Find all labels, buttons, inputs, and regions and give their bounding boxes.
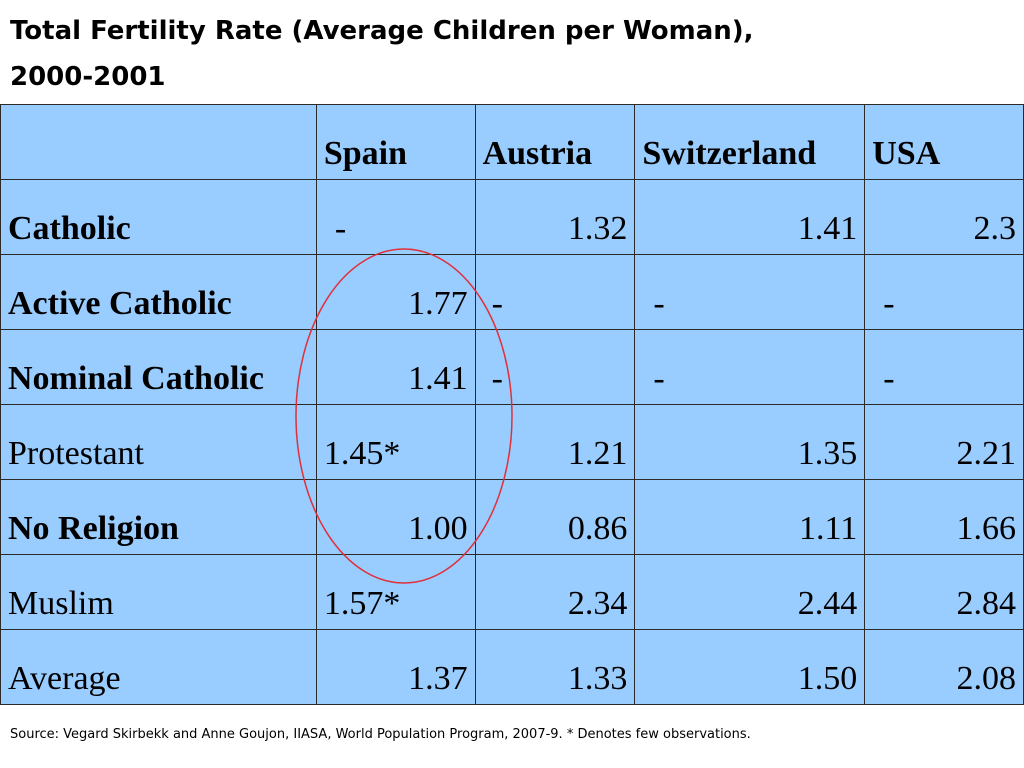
- header-cell-austria: Austria: [474, 104, 636, 180]
- page-title: Total Fertility Rate (Average Children p…: [10, 8, 910, 100]
- table-cell: 2.34: [474, 554, 636, 630]
- table-cell: -: [315, 179, 476, 255]
- table-cell: 1.66: [864, 479, 1024, 555]
- table-cell: 2.84: [864, 554, 1024, 630]
- table-cell: 2.44: [634, 554, 866, 630]
- table-cell: -: [864, 254, 1024, 330]
- header-cell-switzerland: Switzerland: [634, 104, 866, 180]
- table-cell: 1.21: [474, 404, 636, 480]
- row-label: Muslim: [0, 554, 317, 630]
- table-row: Muslim 1.57* 2.34 2.44 2.84: [0, 554, 1024, 630]
- source-note: Source: Vegard Skirbekk and Anne Goujon,…: [10, 727, 751, 742]
- table-cell: -: [474, 329, 636, 405]
- row-label: Average: [0, 629, 317, 705]
- table-row: Average 1.37 1.33 1.50 2.08: [0, 629, 1024, 705]
- row-label: Protestant: [0, 404, 317, 480]
- table-cell: 1.77: [315, 254, 476, 330]
- table-cell: 2.08: [864, 629, 1024, 705]
- header-row: Spain Austria Switzerland USA: [0, 104, 1024, 180]
- table-cell: 1.11: [634, 479, 866, 555]
- table-cell: -: [634, 329, 866, 405]
- table-cell: 1.41: [315, 329, 476, 405]
- table-cell: -: [474, 254, 636, 330]
- fertility-table: Spain Austria Switzerland USA Catholic -…: [0, 104, 1024, 705]
- table-row: Protestant 1.45* 1.21 1.35 2.21: [0, 404, 1024, 480]
- table-row: No Religion 1.00 0.86 1.11 1.66: [0, 479, 1024, 555]
- table-row: Catholic - 1.32 1.41 2.3: [0, 179, 1024, 255]
- header-cell-usa: USA: [864, 104, 1024, 180]
- title-line-2: 2000-2001: [10, 62, 166, 92]
- table-cell: 1.57*: [315, 554, 476, 630]
- table-cell: 1.50: [634, 629, 866, 705]
- table-cell: 1.45*: [315, 404, 476, 480]
- table-cell: 0.86: [474, 479, 636, 555]
- table-cell: 2.21: [864, 404, 1024, 480]
- header-cell-spain: Spain: [315, 104, 476, 180]
- table-row: Active Catholic 1.77 - - -: [0, 254, 1024, 330]
- table-cell: 1.35: [634, 404, 866, 480]
- table-cell: -: [864, 329, 1024, 405]
- table-cell: 1.37: [315, 629, 476, 705]
- row-label: Catholic: [0, 179, 317, 255]
- table-cell: -: [634, 254, 866, 330]
- table-cell: 1.32: [474, 179, 636, 255]
- table-row: Nominal Catholic 1.41 - - -: [0, 329, 1024, 405]
- row-label: No Religion: [0, 479, 317, 555]
- row-label: Nominal Catholic: [0, 329, 317, 405]
- header-cell-empty: [0, 104, 317, 180]
- table-cell: 1.41: [634, 179, 866, 255]
- table-cell: 1.33: [474, 629, 636, 705]
- row-label: Active Catholic: [0, 254, 317, 330]
- table-cell: 1.00: [315, 479, 476, 555]
- table-cell: 2.3: [864, 179, 1024, 255]
- title-line-1: Total Fertility Rate (Average Children p…: [10, 16, 754, 46]
